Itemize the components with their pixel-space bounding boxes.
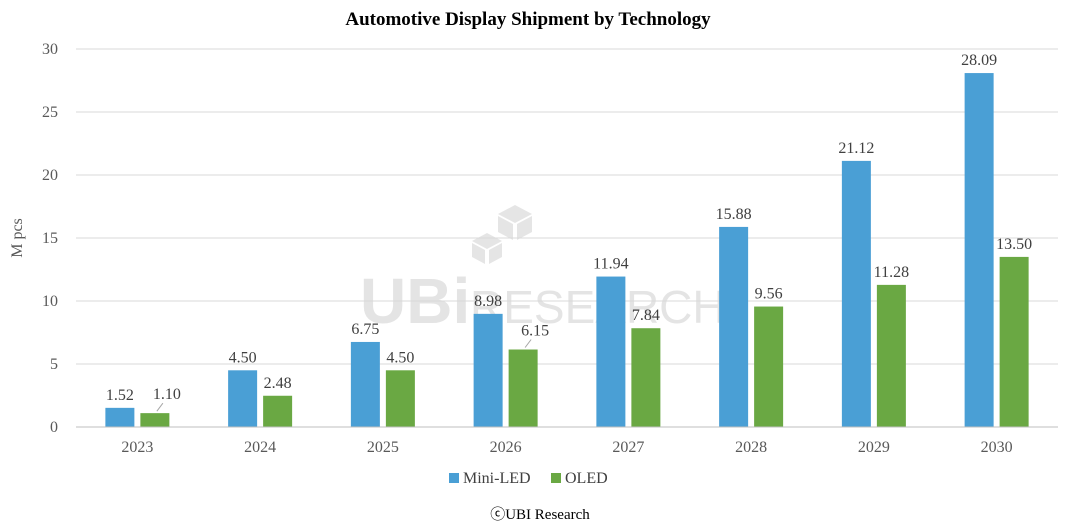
watermark: UBi RESEARCH [360, 205, 726, 337]
bar-oled [999, 256, 1029, 427]
data-label-mini-led: 6.75 [351, 321, 379, 338]
legend: Mini-LED OLED [449, 470, 608, 487]
data-label-oled: 2.48 [264, 375, 292, 392]
y-tick-label: 5 [50, 356, 58, 373]
data-label-mini-led: 4.50 [229, 349, 257, 366]
data-label-oled: 11.28 [874, 264, 909, 281]
gridlines [76, 48, 1058, 365]
copyright-text: ⓒUBI Research [490, 506, 590, 523]
y-axis-ticks: 0 5 10 15 20 25 30 [42, 41, 58, 436]
watermark-cube-icon [472, 205, 532, 264]
x-tick-label: 2028 [735, 439, 767, 456]
data-label-mini-led: 21.12 [838, 140, 874, 157]
chart-title: Automotive Display Shipment by Technolog… [345, 9, 711, 30]
data-label-mini-led: 11.94 [593, 256, 628, 273]
y-tick-label: 30 [42, 41, 58, 58]
bar-oled [508, 349, 538, 427]
data-label-oled: 6.15 [521, 323, 549, 340]
bar-oled [385, 370, 415, 427]
data-label-oled: 13.50 [996, 236, 1032, 253]
bar-oled [876, 284, 906, 427]
label-leader-line [156, 402, 164, 412]
x-tick-label: 2027 [612, 439, 644, 456]
y-axis-label: M pcs [9, 218, 26, 258]
data-label-oled: 1.10 [153, 386, 181, 403]
y-tick-label: 15 [42, 230, 58, 247]
data-label-oled: 9.56 [755, 286, 783, 303]
data-label-mini-led: 15.88 [716, 206, 752, 223]
bar-oled [140, 413, 170, 427]
legend-swatch-mini-led [449, 473, 459, 483]
data-labels: 1.52 1.10 4.50 2.48 6.75 4.50 8.98 6.15 11.94 7.8… [106, 52, 1032, 412]
x-tick-label: 2029 [858, 439, 890, 456]
bar-oled [754, 306, 784, 427]
x-tick-label: 2024 [244, 439, 276, 456]
bar-mini-led [105, 407, 135, 427]
bar-mini-led [964, 73, 994, 427]
x-axis-ticks: 2023 2024 2025 2026 2027 2028 2029 2030 [121, 439, 1012, 456]
bar-mini-led [228, 370, 258, 427]
bar-mini-led [719, 226, 749, 427]
data-label-mini-led: 28.09 [961, 52, 997, 69]
bars [105, 73, 1029, 427]
x-tick-label: 2030 [981, 439, 1013, 456]
data-label-oled: 4.50 [386, 349, 414, 366]
y-tick-label: 25 [42, 104, 58, 121]
y-tick-label: 20 [42, 167, 58, 184]
x-tick-label: 2023 [121, 439, 153, 456]
data-label-oled: 7.84 [632, 307, 660, 324]
bar-oled [631, 328, 661, 427]
bar-mini-led [596, 276, 626, 427]
y-tick-label: 10 [42, 293, 58, 310]
label-leader-line [524, 339, 532, 348]
bar-mini-led [841, 160, 871, 427]
x-tick-label: 2026 [490, 439, 522, 456]
data-label-mini-led: 1.52 [106, 387, 134, 404]
bar-mini-led [473, 313, 503, 427]
legend-label-mini-led: Mini-LED [463, 470, 531, 487]
legend-swatch-oled [551, 473, 561, 483]
bar-mini-led [350, 341, 380, 427]
y-tick-label: 0 [50, 419, 58, 436]
bar-oled [263, 395, 293, 427]
x-tick-label: 2025 [367, 439, 399, 456]
data-label-mini-led: 8.98 [474, 293, 502, 310]
legend-label-oled: OLED [565, 470, 608, 487]
